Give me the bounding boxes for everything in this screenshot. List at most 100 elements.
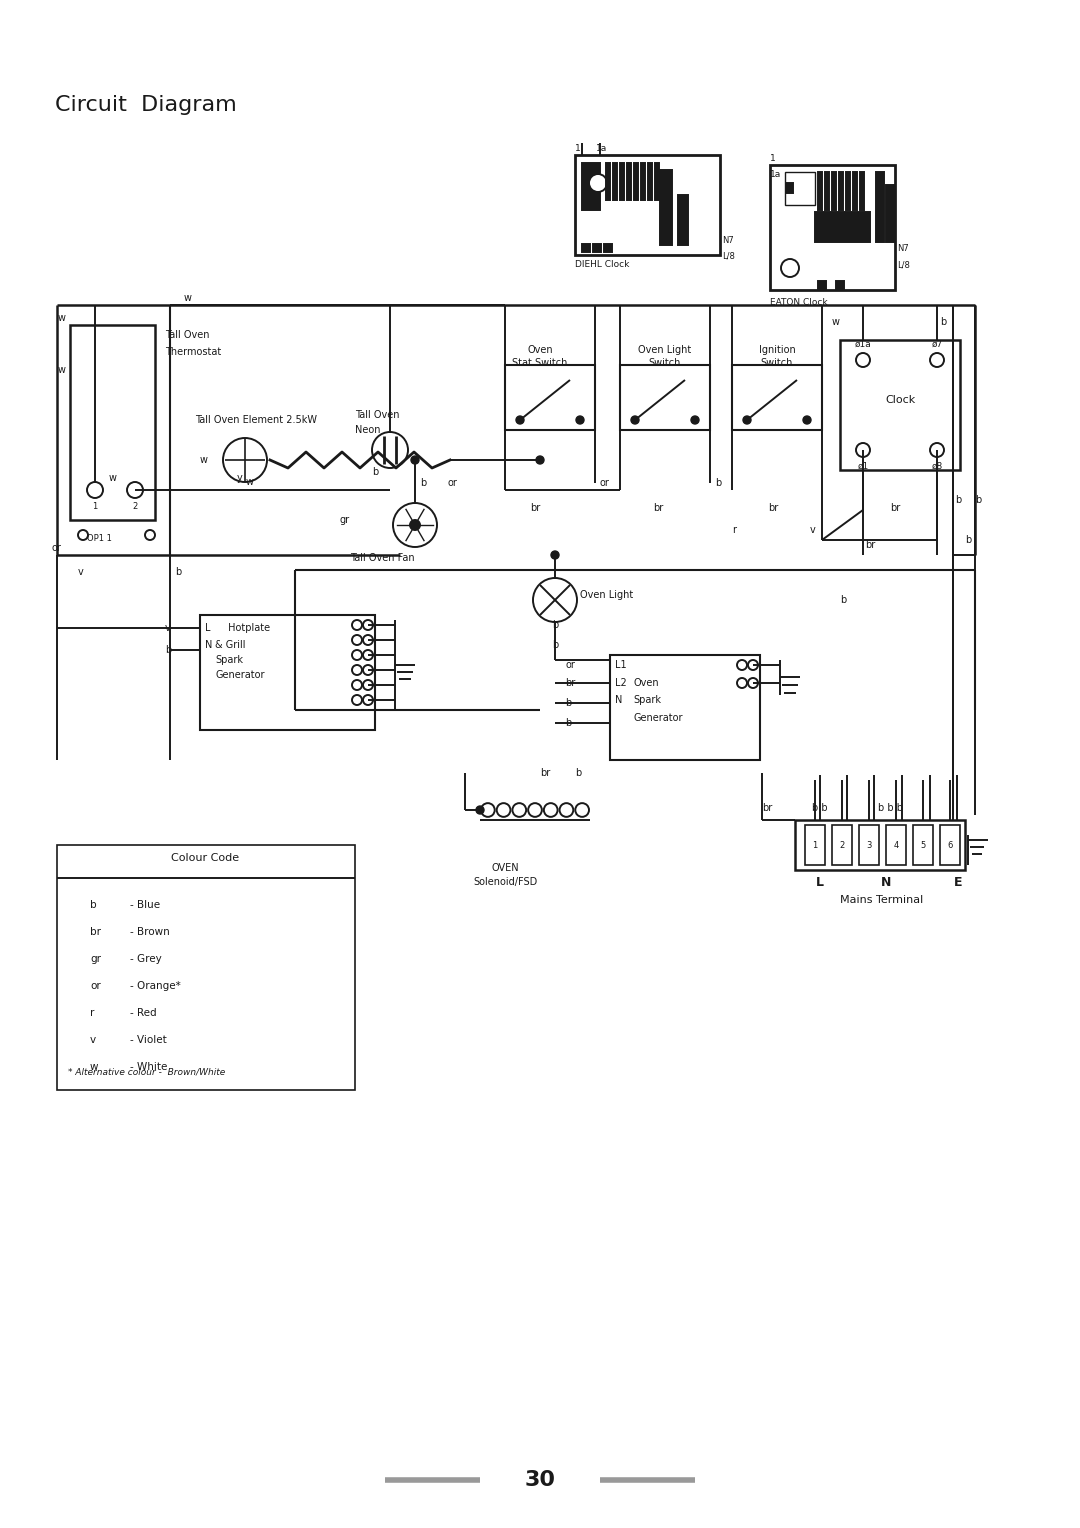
Text: b: b [565, 698, 571, 707]
Bar [818, 281, 826, 289]
Circle shape [481, 804, 495, 817]
Text: w: w [58, 365, 66, 374]
Text: or: or [90, 981, 100, 992]
Text: - Blue: - Blue [130, 900, 160, 911]
Text: Oven Light: Oven Light [638, 345, 691, 354]
Bar [832, 825, 852, 865]
Text: b b: b b [812, 804, 827, 813]
Circle shape [576, 416, 584, 423]
Text: b: b [840, 594, 847, 605]
Bar [505, 365, 595, 429]
Text: gr: gr [90, 953, 102, 964]
Text: w: w [109, 474, 117, 483]
Text: or: or [448, 478, 458, 487]
Bar [627, 163, 631, 200]
Text: Tall Oven Fan: Tall Oven Fan [350, 553, 415, 562]
Bar [795, 821, 966, 869]
Text: b: b [966, 535, 971, 545]
Bar [832, 173, 836, 209]
Text: N: N [615, 695, 622, 704]
Bar [648, 163, 652, 200]
Text: 1: 1 [575, 144, 581, 153]
Text: b: b [565, 718, 571, 727]
Bar [634, 163, 638, 200]
Text: 1: 1 [812, 840, 818, 850]
Circle shape [87, 481, 103, 498]
Text: b: b [420, 478, 427, 487]
Bar [732, 365, 822, 429]
Bar [786, 183, 793, 193]
Circle shape [930, 443, 944, 457]
Text: 30: 30 [525, 1470, 555, 1490]
Bar [846, 173, 850, 209]
Text: 4: 4 [893, 840, 899, 850]
Text: & Grill: & Grill [215, 640, 245, 649]
Text: 3: 3 [866, 840, 872, 850]
Text: gr: gr [340, 515, 350, 526]
Text: Circuit  Diagram: Circuit Diagram [55, 95, 237, 115]
Text: Mains Terminal: Mains Terminal [840, 895, 923, 905]
Bar [200, 614, 375, 730]
Bar [613, 163, 617, 200]
Text: - White: - White [130, 1062, 167, 1073]
Circle shape [930, 353, 944, 367]
Text: N7: N7 [723, 235, 733, 244]
Text: or: or [52, 542, 62, 553]
Text: or: or [565, 660, 575, 669]
Bar [582, 163, 600, 209]
Circle shape [631, 416, 639, 423]
Text: r: r [732, 526, 735, 535]
Bar [610, 656, 760, 759]
Text: N7: N7 [897, 243, 908, 252]
Text: br: br [530, 503, 540, 513]
Text: * Alternative colour -  Brown/White: * Alternative colour - Brown/White [68, 1068, 226, 1077]
Circle shape [737, 678, 747, 688]
Bar [876, 173, 885, 241]
Text: - Red: - Red [130, 1008, 157, 1018]
Bar [840, 341, 960, 471]
Bar [593, 244, 600, 252]
Circle shape [363, 665, 373, 675]
Text: v: v [810, 526, 815, 535]
Text: br: br [90, 927, 102, 937]
Bar [805, 825, 825, 865]
Circle shape [804, 416, 811, 423]
Circle shape [363, 649, 373, 660]
Text: br: br [768, 503, 778, 513]
Circle shape [536, 455, 544, 465]
Text: w: w [246, 477, 254, 487]
Bar [770, 165, 895, 290]
Text: b: b [175, 567, 181, 578]
Text: L: L [205, 623, 211, 633]
Circle shape [691, 416, 699, 423]
Bar [860, 173, 864, 209]
Text: L/8: L/8 [723, 252, 734, 260]
Bar [70, 325, 156, 520]
Circle shape [145, 530, 156, 539]
Bar [606, 163, 610, 200]
Bar [620, 365, 710, 429]
Bar [575, 154, 720, 255]
Text: 2: 2 [133, 501, 137, 510]
Text: Switch: Switch [760, 358, 793, 368]
Text: Clock: Clock [885, 396, 915, 405]
Circle shape [748, 660, 758, 669]
Bar [886, 825, 906, 865]
Circle shape [497, 804, 511, 817]
Text: br: br [890, 503, 900, 513]
Bar [785, 173, 815, 205]
Text: v: v [90, 1034, 96, 1045]
Circle shape [363, 695, 373, 704]
Text: or: or [600, 478, 610, 487]
Text: b: b [955, 495, 961, 504]
Text: Solenoid/FSD: Solenoid/FSD [473, 877, 537, 886]
Bar [582, 244, 590, 252]
Text: 1a: 1a [596, 144, 607, 153]
Text: L/8: L/8 [897, 260, 909, 269]
Text: w: w [184, 293, 192, 303]
Text: b b b: b b b [877, 804, 903, 813]
Text: Spark: Spark [215, 656, 243, 665]
Circle shape [512, 804, 526, 817]
Bar [886, 185, 894, 241]
Text: Thermostat: Thermostat [165, 347, 221, 358]
